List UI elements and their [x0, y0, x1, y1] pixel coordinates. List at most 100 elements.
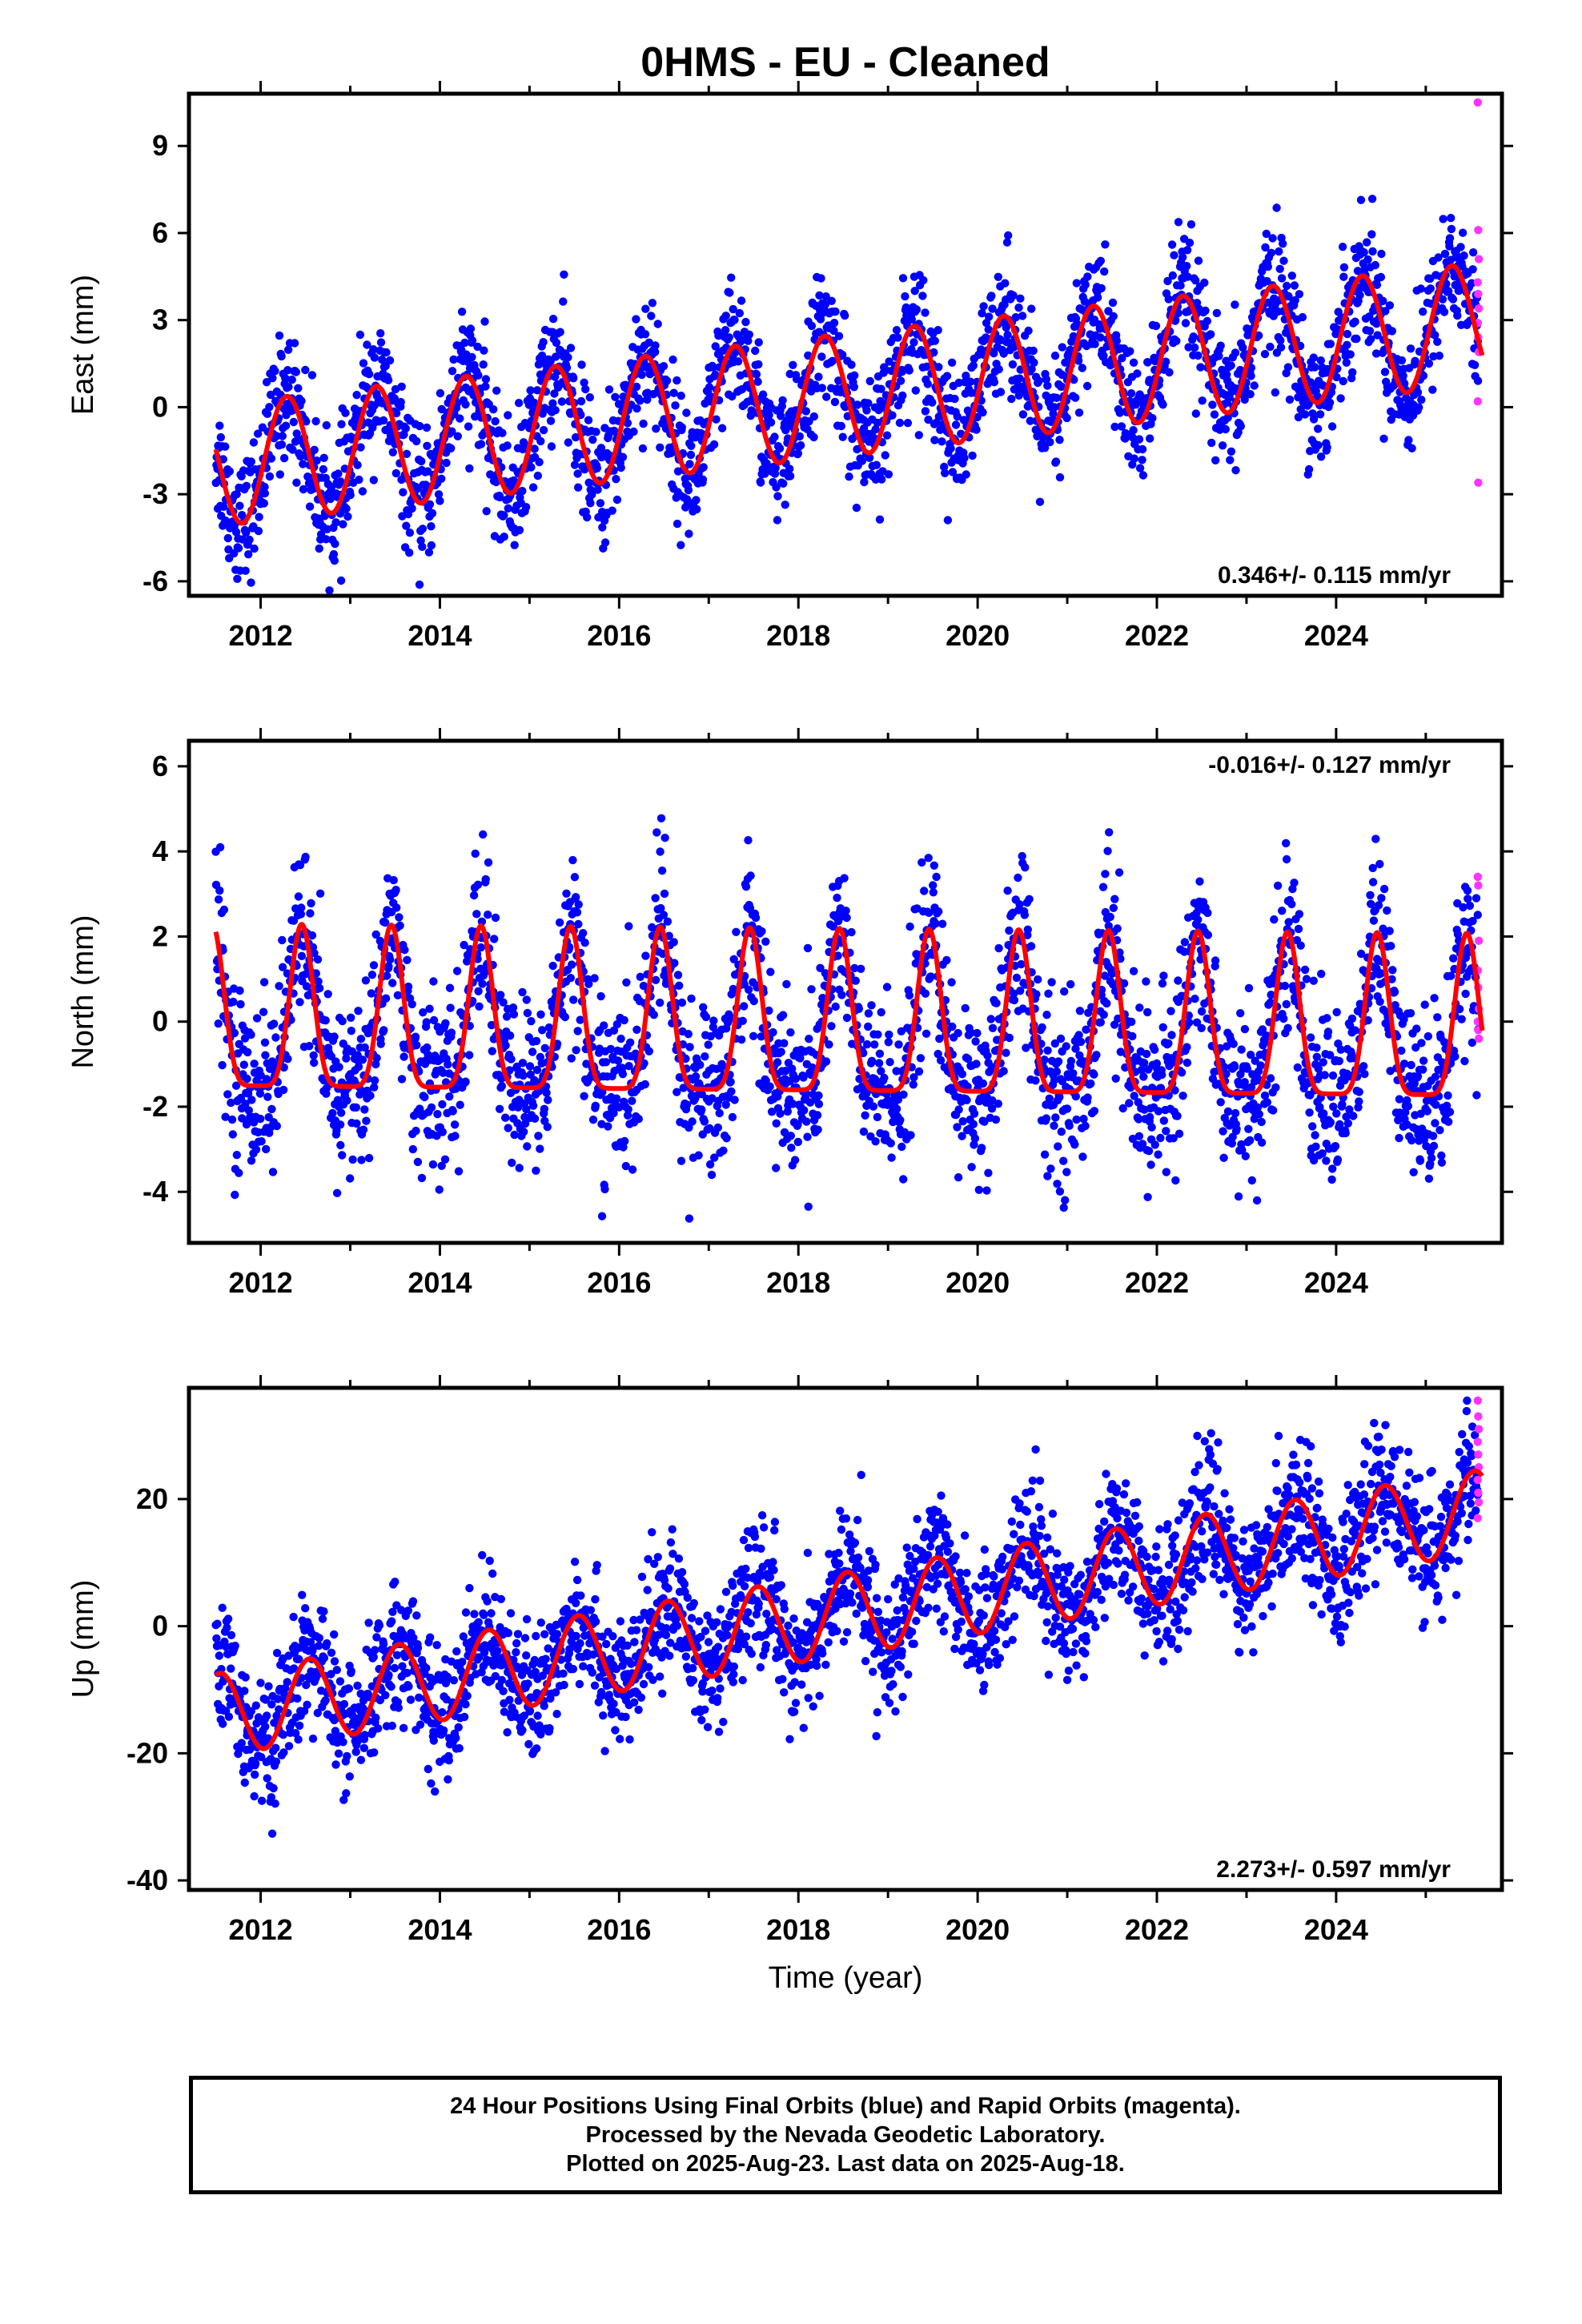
north-final-point [1162, 1168, 1171, 1176]
north-final-point [428, 1160, 438, 1169]
north-final-point [921, 1029, 931, 1039]
east-final-point [1027, 304, 1036, 313]
east-final-point [427, 541, 436, 550]
north-final-point [1154, 1150, 1162, 1159]
east-final-point [612, 495, 622, 505]
east-final-point [353, 460, 362, 469]
east-final-point [1271, 388, 1280, 397]
east-plot-frame [187, 91, 1504, 598]
east-final-point [1024, 326, 1033, 336]
north-final-point [673, 1088, 681, 1096]
north-final-point [1061, 1196, 1070, 1204]
east-final-point [515, 525, 524, 535]
east-final-point [341, 408, 350, 417]
north-final-point [1134, 1132, 1144, 1141]
east-final-point [492, 386, 501, 395]
north-final-point [370, 1076, 379, 1085]
north-final-point [656, 814, 666, 822]
north-final-point [1128, 1134, 1138, 1144]
east-final-point [1093, 293, 1102, 302]
north-final-point [1046, 1164, 1055, 1173]
east-final-point [1042, 375, 1051, 384]
north-final-point [864, 1022, 873, 1031]
east-final-point [1338, 243, 1347, 251]
east-final-point [548, 399, 557, 408]
east-final-point [272, 432, 281, 440]
north-final-point [793, 1137, 802, 1147]
east-final-point [570, 460, 580, 469]
north-final-point [333, 1096, 343, 1104]
east-final-point [637, 370, 646, 380]
east-final-point [331, 518, 340, 527]
north-final-point [1076, 1037, 1086, 1047]
east-final-point [1074, 408, 1084, 417]
east-final-point [1115, 408, 1124, 417]
east-final-point [785, 472, 795, 480]
east-final-point [865, 453, 874, 462]
east-final-point [860, 477, 869, 487]
east-final-point [402, 449, 412, 458]
x-tick-label: 2022 [1125, 619, 1189, 652]
east-final-point [1182, 262, 1191, 271]
north-final-point [255, 1089, 265, 1098]
north-final-point [1012, 973, 1022, 983]
east-final-point [735, 308, 744, 318]
east-final-point [533, 471, 542, 480]
east-final-point [473, 342, 482, 352]
east-final-point [425, 500, 435, 509]
east-final-point [834, 376, 843, 385]
east-final-point [829, 319, 839, 328]
east-final-point [267, 454, 276, 463]
east-final-point [416, 536, 425, 545]
north-final-point [1247, 1051, 1255, 1059]
north-final-points [211, 814, 1483, 1223]
east-final-point [299, 485, 308, 494]
north-final-point [1159, 971, 1168, 980]
east-final-point [1326, 340, 1335, 348]
east-final-point [1112, 336, 1122, 345]
east-final-point [1176, 281, 1185, 290]
north-final-point [850, 963, 859, 973]
east-final-point [1346, 350, 1355, 359]
east-final-point [1263, 262, 1273, 271]
north-final-point [338, 1016, 347, 1026]
east-final-point [1215, 352, 1223, 360]
north-final-point [682, 1100, 692, 1109]
north-final-point [1284, 918, 1293, 927]
north-final-point [1170, 1086, 1179, 1095]
north-final-point [1251, 1056, 1259, 1065]
east-final-point [1300, 410, 1310, 419]
east-final-point [1313, 392, 1322, 400]
north-final-point [501, 1113, 510, 1122]
north-final-point [833, 951, 842, 960]
north-final-point [411, 1032, 420, 1041]
north-final-point [404, 982, 413, 991]
north-final-point [648, 923, 656, 932]
north-final-point [925, 908, 934, 918]
north-final-point [884, 1038, 893, 1047]
north-final-point [1034, 975, 1042, 984]
north-final-point [757, 927, 766, 936]
east-final-point [1096, 333, 1105, 342]
east-final-point [651, 348, 660, 356]
north-final-point [885, 1058, 894, 1067]
east-final-point [940, 462, 949, 472]
north-final-point [463, 957, 472, 966]
north-final-point [942, 955, 951, 965]
north-final-point [833, 893, 841, 903]
east-final-point [948, 468, 958, 476]
north-final-point [1238, 1145, 1247, 1155]
east-final-point [618, 452, 628, 461]
east-final-point [596, 499, 605, 508]
north-final-point [473, 880, 483, 890]
north-final-point [977, 1144, 986, 1152]
north-final-point [332, 1126, 341, 1136]
east-final-point [547, 442, 556, 451]
north-final-point [1162, 1127, 1170, 1136]
north-final-point [367, 971, 377, 979]
east-final-point [447, 444, 456, 452]
north-final-point [260, 1038, 270, 1047]
north-final-point [982, 1186, 991, 1195]
east-final-point [612, 475, 620, 484]
east-final-point [268, 374, 277, 383]
